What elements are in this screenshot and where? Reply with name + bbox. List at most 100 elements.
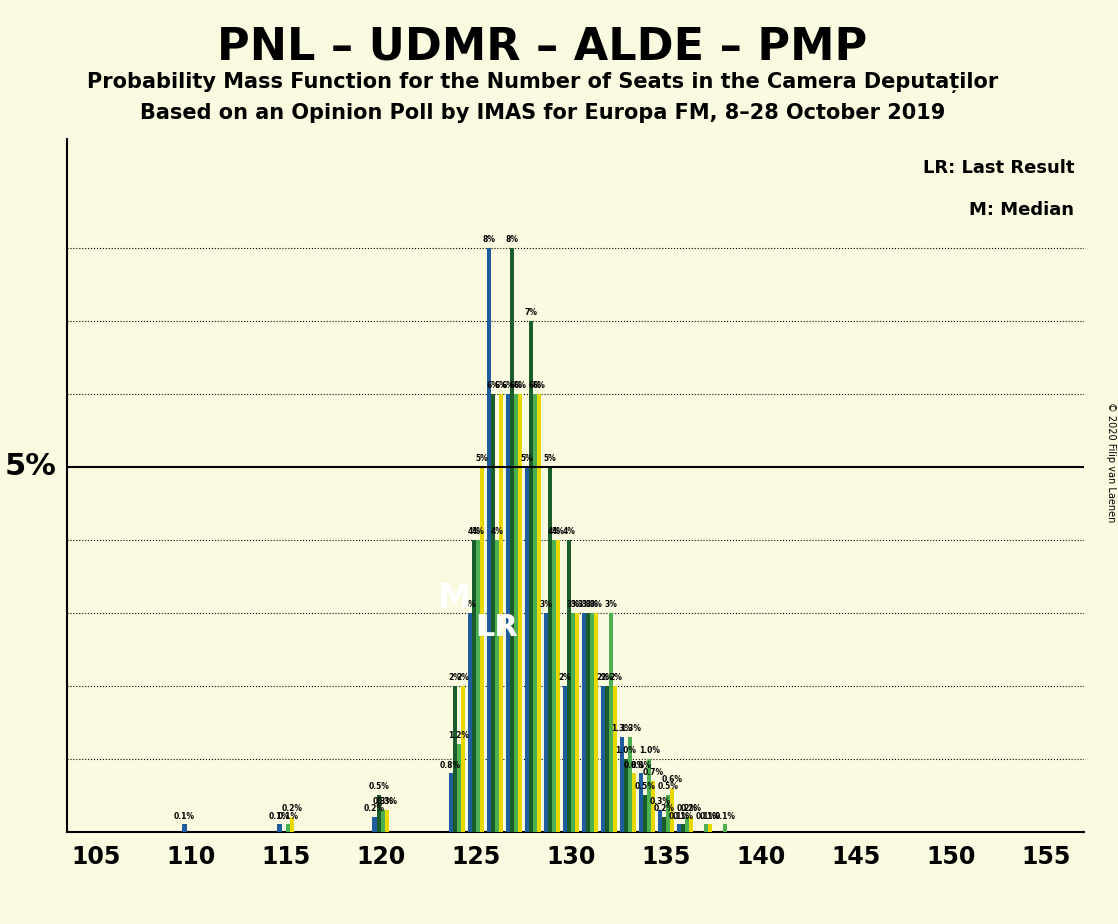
Text: 0.1%: 0.1%	[700, 811, 721, 821]
Text: © 2020 Filip van Laenen: © 2020 Filip van Laenen	[1106, 402, 1116, 522]
Text: 0.6%: 0.6%	[662, 775, 683, 784]
Text: 5%: 5%	[543, 455, 557, 463]
Bar	[671, 788, 674, 832]
Text: 0.8%: 0.8%	[440, 760, 462, 770]
Text: 2%: 2%	[596, 673, 609, 682]
Bar	[652, 781, 655, 832]
Text: 7%: 7%	[524, 309, 538, 317]
Bar	[457, 744, 461, 832]
Bar	[495, 540, 499, 832]
Bar	[491, 394, 495, 832]
Text: 3%: 3%	[581, 600, 595, 609]
Bar	[723, 824, 728, 832]
Text: 1.3%: 1.3%	[619, 724, 641, 733]
Bar	[600, 686, 605, 832]
Bar	[581, 613, 586, 832]
Bar	[681, 824, 685, 832]
Text: 4%: 4%	[491, 528, 503, 536]
Text: M: Median: M: Median	[969, 201, 1074, 219]
Text: 2%: 2%	[609, 673, 622, 682]
Text: 1.0%: 1.0%	[638, 746, 660, 755]
Bar	[571, 613, 575, 832]
Text: 4%: 4%	[548, 528, 560, 536]
Text: 0.2%: 0.2%	[364, 805, 385, 813]
Bar	[609, 613, 614, 832]
Bar	[657, 809, 662, 832]
Bar	[499, 394, 503, 832]
Bar	[529, 321, 533, 832]
Text: LR: LR	[475, 613, 519, 642]
Text: 0.1%: 0.1%	[174, 811, 195, 821]
Bar	[505, 394, 510, 832]
Text: 6%: 6%	[495, 382, 508, 390]
Text: Based on an Opinion Poll by IMAS for Europa FM, 8–28 October 2019: Based on an Opinion Poll by IMAS for Eur…	[140, 103, 945, 124]
Text: 0.5%: 0.5%	[368, 783, 389, 792]
Text: 0.1%: 0.1%	[714, 811, 736, 821]
Bar	[286, 824, 290, 832]
Text: 6%: 6%	[514, 382, 527, 390]
Text: 4%: 4%	[552, 528, 565, 536]
Text: 0.1%: 0.1%	[695, 811, 717, 821]
Text: 0.2%: 0.2%	[676, 805, 698, 813]
Bar	[548, 467, 552, 832]
Bar	[709, 824, 712, 832]
Bar	[575, 613, 579, 832]
Bar	[486, 248, 491, 832]
Bar	[467, 613, 472, 832]
Text: 0.8%: 0.8%	[624, 760, 645, 770]
Text: 0.2%: 0.2%	[282, 805, 303, 813]
Bar	[643, 796, 647, 832]
Bar	[514, 394, 518, 832]
Text: 6%: 6%	[529, 382, 541, 390]
Bar	[638, 773, 643, 832]
Bar	[662, 817, 666, 832]
Text: 6%: 6%	[510, 382, 522, 390]
Text: 5%: 5%	[6, 453, 57, 481]
Text: 4%: 4%	[472, 528, 484, 536]
Bar	[619, 736, 624, 832]
Bar	[690, 817, 693, 832]
Text: 0.3%: 0.3%	[650, 797, 671, 806]
Bar	[685, 817, 690, 832]
Bar	[524, 467, 529, 832]
Text: 3%: 3%	[463, 600, 476, 609]
Bar	[453, 686, 457, 832]
Text: 1.3%: 1.3%	[612, 724, 633, 733]
Text: 0.5%: 0.5%	[657, 783, 679, 792]
Text: 0.8%: 0.8%	[631, 760, 652, 770]
Text: 2%: 2%	[558, 673, 571, 682]
Text: 3%: 3%	[590, 600, 603, 609]
Text: Probability Mass Function for the Number of Seats in the Camera Deputaților: Probability Mass Function for the Number…	[86, 72, 998, 93]
Bar	[628, 736, 633, 832]
Text: 2%: 2%	[600, 673, 614, 682]
Bar	[562, 686, 567, 832]
Text: 0.5%: 0.5%	[635, 783, 655, 792]
Bar	[480, 467, 484, 832]
Bar	[385, 809, 389, 832]
Text: 0.2%: 0.2%	[654, 805, 674, 813]
Text: 6%: 6%	[533, 382, 546, 390]
Text: 3%: 3%	[577, 600, 590, 609]
Text: LR: Last Result: LR: Last Result	[922, 159, 1074, 177]
Bar	[594, 613, 598, 832]
Text: 0.7%: 0.7%	[643, 768, 664, 777]
Bar	[633, 773, 636, 832]
Bar	[377, 796, 381, 832]
Text: 0.1%: 0.1%	[277, 811, 299, 821]
Bar	[543, 613, 548, 832]
Bar	[666, 796, 671, 832]
Bar	[518, 394, 522, 832]
Text: 8%: 8%	[482, 236, 495, 244]
Text: 3%: 3%	[567, 600, 579, 609]
Bar	[704, 824, 709, 832]
Text: 4%: 4%	[467, 528, 481, 536]
Bar	[472, 540, 476, 832]
Text: 0.1%: 0.1%	[673, 811, 693, 821]
Bar	[567, 540, 571, 832]
Bar	[586, 613, 590, 832]
Bar	[556, 540, 560, 832]
Text: 0.1%: 0.1%	[669, 811, 690, 821]
Bar	[448, 773, 453, 832]
Bar	[624, 759, 628, 832]
Text: 5%: 5%	[476, 455, 489, 463]
